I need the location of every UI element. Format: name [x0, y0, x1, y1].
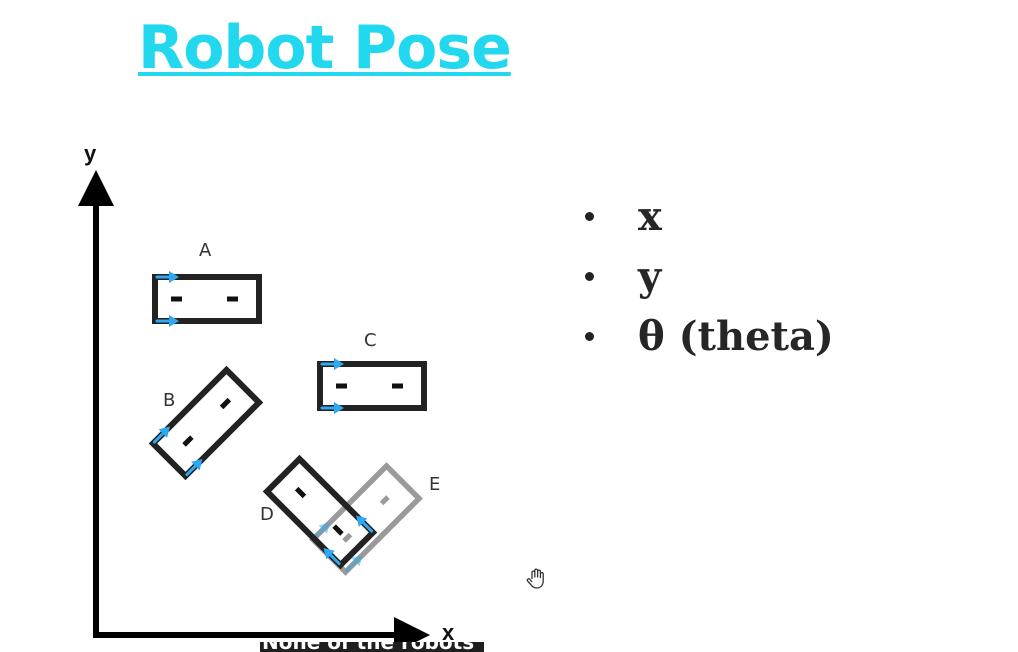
caption-bar: None of the robots [260, 642, 484, 652]
robot-c [317, 356, 427, 416]
list-item: x [580, 186, 834, 246]
bullet-icon [585, 271, 594, 281]
pose-variable-theta: θ (theta) [638, 312, 834, 360]
robot-label-d: D [260, 504, 274, 525]
robot-label-e: E [429, 474, 440, 495]
list-item: θ (theta) [580, 306, 834, 366]
pose-variables-list: x y θ (theta) [580, 186, 834, 366]
robot-label-c: C [364, 330, 377, 351]
robot-a [152, 269, 262, 329]
x-axis-label: x [442, 620, 455, 645]
bullet-icon [585, 331, 594, 341]
caption-text: None of the robots [260, 642, 484, 652]
pose-variable-x: x [638, 192, 662, 240]
y-axis-label: y [84, 141, 97, 166]
bullet-icon [585, 211, 594, 221]
hand-cursor-icon [526, 568, 544, 589]
pose-variable-y: y [638, 252, 662, 300]
robot-d [262, 454, 378, 570]
page-title: Robot Pose [138, 13, 512, 83]
robot-label-b: B [163, 390, 175, 411]
list-item: y [580, 246, 834, 306]
robot-b [148, 365, 264, 481]
robot-label-a: A [199, 240, 212, 261]
